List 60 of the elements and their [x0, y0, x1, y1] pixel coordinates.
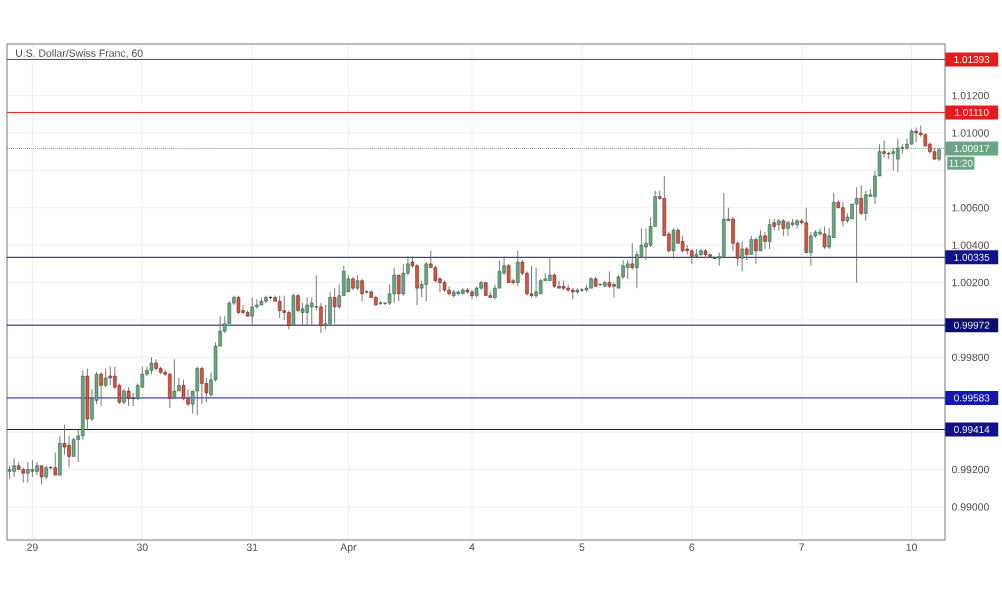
x-tick-label: 31 — [246, 543, 258, 551]
candlestick — [822, 226, 827, 250]
candlestick — [108, 366, 113, 386]
candlestick — [39, 465, 44, 485]
y-tick-label: 1.01000 — [952, 129, 989, 137]
candlestick — [30, 459, 35, 478]
candlestick — [740, 240, 744, 272]
candlestick — [529, 265, 534, 298]
ref-line-label: 0.99583 — [954, 394, 990, 402]
y-tick-label: 1.00200 — [952, 278, 989, 287]
candlestick — [103, 368, 108, 388]
candlestick — [314, 274, 319, 312]
ref-line-label: 1.01110 — [955, 108, 989, 116]
candlestick — [126, 386, 131, 407]
y-tick-label: 0.99000 — [951, 503, 989, 511]
candlestick — [319, 302, 323, 334]
candlestick — [763, 231, 767, 250]
x-tick-label: 10 — [906, 543, 917, 551]
candlestick — [516, 250, 520, 287]
candlestick — [396, 274, 401, 302]
ref-line-label: 1.01393 — [954, 55, 990, 64]
candlestick — [671, 227, 676, 259]
x-tick-label: 30 — [136, 543, 148, 551]
candlestick — [236, 295, 241, 315]
y-tick-label: 1.00600 — [952, 204, 989, 212]
candlestick — [767, 218, 772, 250]
x-tick-label: Apr — [340, 543, 357, 553]
candlestick — [296, 293, 300, 313]
x-tick-label: 29 — [27, 543, 38, 551]
candlestick — [172, 358, 177, 399]
chart-title: U.S. Dollar/Swiss Franc, 60 — [16, 49, 143, 59]
candlestick — [360, 278, 364, 302]
candlestick — [53, 452, 58, 476]
candlestick — [332, 287, 337, 325]
candlestick — [630, 242, 635, 270]
ref-line-label: 1.00335 — [954, 253, 990, 261]
text: 11:20 — [949, 159, 973, 167]
y-tick-label: 1.01200 — [952, 91, 989, 100]
candlestick — [625, 259, 630, 280]
x-tick-label: 7 — [799, 543, 805, 551]
candlestick — [579, 287, 585, 293]
candlestick — [401, 263, 406, 297]
candlestick — [754, 237, 758, 265]
candlestick — [749, 235, 754, 255]
candlestick — [99, 371, 103, 407]
x-tick-label: 5 — [579, 543, 585, 551]
x-tick-label: 6 — [689, 543, 695, 551]
candlestick — [882, 140, 886, 158]
candlestick — [195, 366, 200, 416]
ref-line-label: 0.99972 — [954, 321, 990, 329]
y-tick-label: 1.00400 — [952, 241, 989, 249]
ref-line-label: 1.00917 — [954, 144, 990, 153]
y-tick-label: 0.99200 — [951, 465, 989, 474]
candlestick — [277, 295, 282, 319]
candlestick — [854, 186, 859, 283]
x-tick-label: 4 — [469, 543, 475, 551]
candlestick — [309, 297, 314, 326]
candlestick — [859, 184, 863, 216]
ref-line-label: 0.99414 — [954, 425, 990, 434]
y-tick-label: 0.99800 — [951, 353, 989, 362]
